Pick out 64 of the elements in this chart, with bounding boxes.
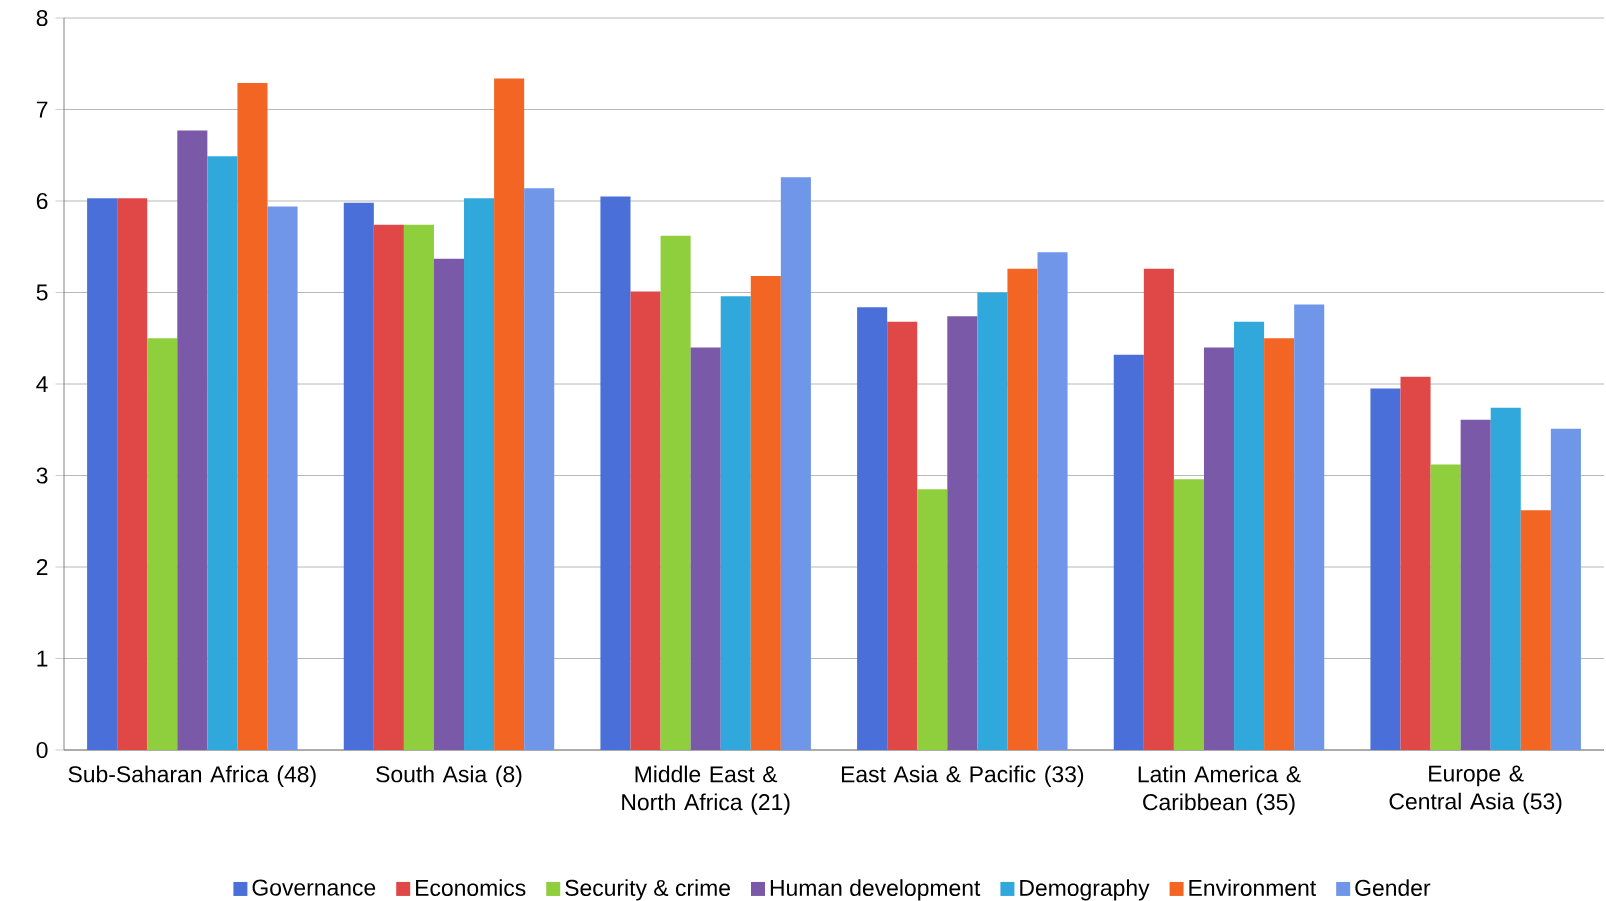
x-tick-label: South Asia (8) [376, 765, 522, 787]
x-tick-label: Europe & Central Asia (53) [1389, 765, 1562, 815]
bar [237, 82, 268, 750]
bar [207, 156, 238, 750]
bar [494, 78, 525, 750]
bar [947, 316, 978, 750]
bar [1400, 376, 1431, 750]
legend-label: Economics [416, 879, 526, 896]
bar [1520, 510, 1551, 750]
bar [1294, 304, 1325, 750]
bar [1370, 388, 1401, 750]
bar [343, 202, 374, 750]
x-tick-label: Middle East & North Africa (21) [622, 765, 790, 815]
y-tick-label: 4 [36, 376, 48, 392]
y-tick-label: 6 [36, 192, 48, 210]
legend-label: Human development [770, 879, 981, 901]
bar [1490, 407, 1521, 750]
bar [1143, 268, 1174, 750]
bar [1234, 321, 1265, 750]
legend-label: Governance [252, 879, 376, 896]
bar [373, 224, 404, 750]
bar [433, 258, 465, 750]
bar [1430, 464, 1461, 750]
bar [1037, 252, 1068, 750]
y-tick-label: 2 [36, 559, 48, 575]
legend-label: Environment [1189, 879, 1316, 896]
y-tick-label: 0 [36, 741, 48, 759]
bar [1460, 419, 1491, 750]
y-tick-label: 5 [36, 284, 48, 301]
bar [857, 307, 888, 750]
bar [977, 292, 1008, 750]
bar [1007, 268, 1038, 750]
bar [690, 347, 721, 750]
legend-label: Security & crime [565, 879, 730, 901]
bar [1113, 354, 1144, 750]
bar [117, 198, 148, 750]
x-tick-label: Latin America & Caribbean (35) [1138, 765, 1301, 815]
bar [1203, 347, 1235, 750]
bar [267, 206, 298, 750]
bar [1173, 479, 1204, 750]
bar [403, 224, 434, 750]
bar [780, 177, 811, 750]
bar [87, 198, 118, 750]
x-tick-label: Sub-Saharan Africa (48) [68, 765, 316, 787]
bar [464, 198, 495, 750]
bar [600, 196, 631, 750]
bar [917, 489, 948, 750]
bar [630, 291, 661, 750]
bar [660, 235, 691, 750]
bar [147, 338, 178, 750]
y-tick-label: 7 [36, 101, 48, 118]
y-tick-label: 8 [36, 9, 48, 27]
bar [177, 130, 208, 750]
y-tick-label: 3 [36, 467, 48, 484]
bar [524, 188, 555, 750]
x-tick-label: East Asia & Pacific (33) [841, 765, 1084, 787]
legend-label: Demography [1020, 879, 1150, 901]
bar [1264, 338, 1295, 750]
bar [1550, 428, 1581, 750]
bar [720, 296, 751, 750]
y-tick-label: 1 [37, 650, 48, 667]
bar [750, 276, 781, 750]
legend-label: Gender [1355, 879, 1431, 896]
bar [887, 321, 918, 750]
